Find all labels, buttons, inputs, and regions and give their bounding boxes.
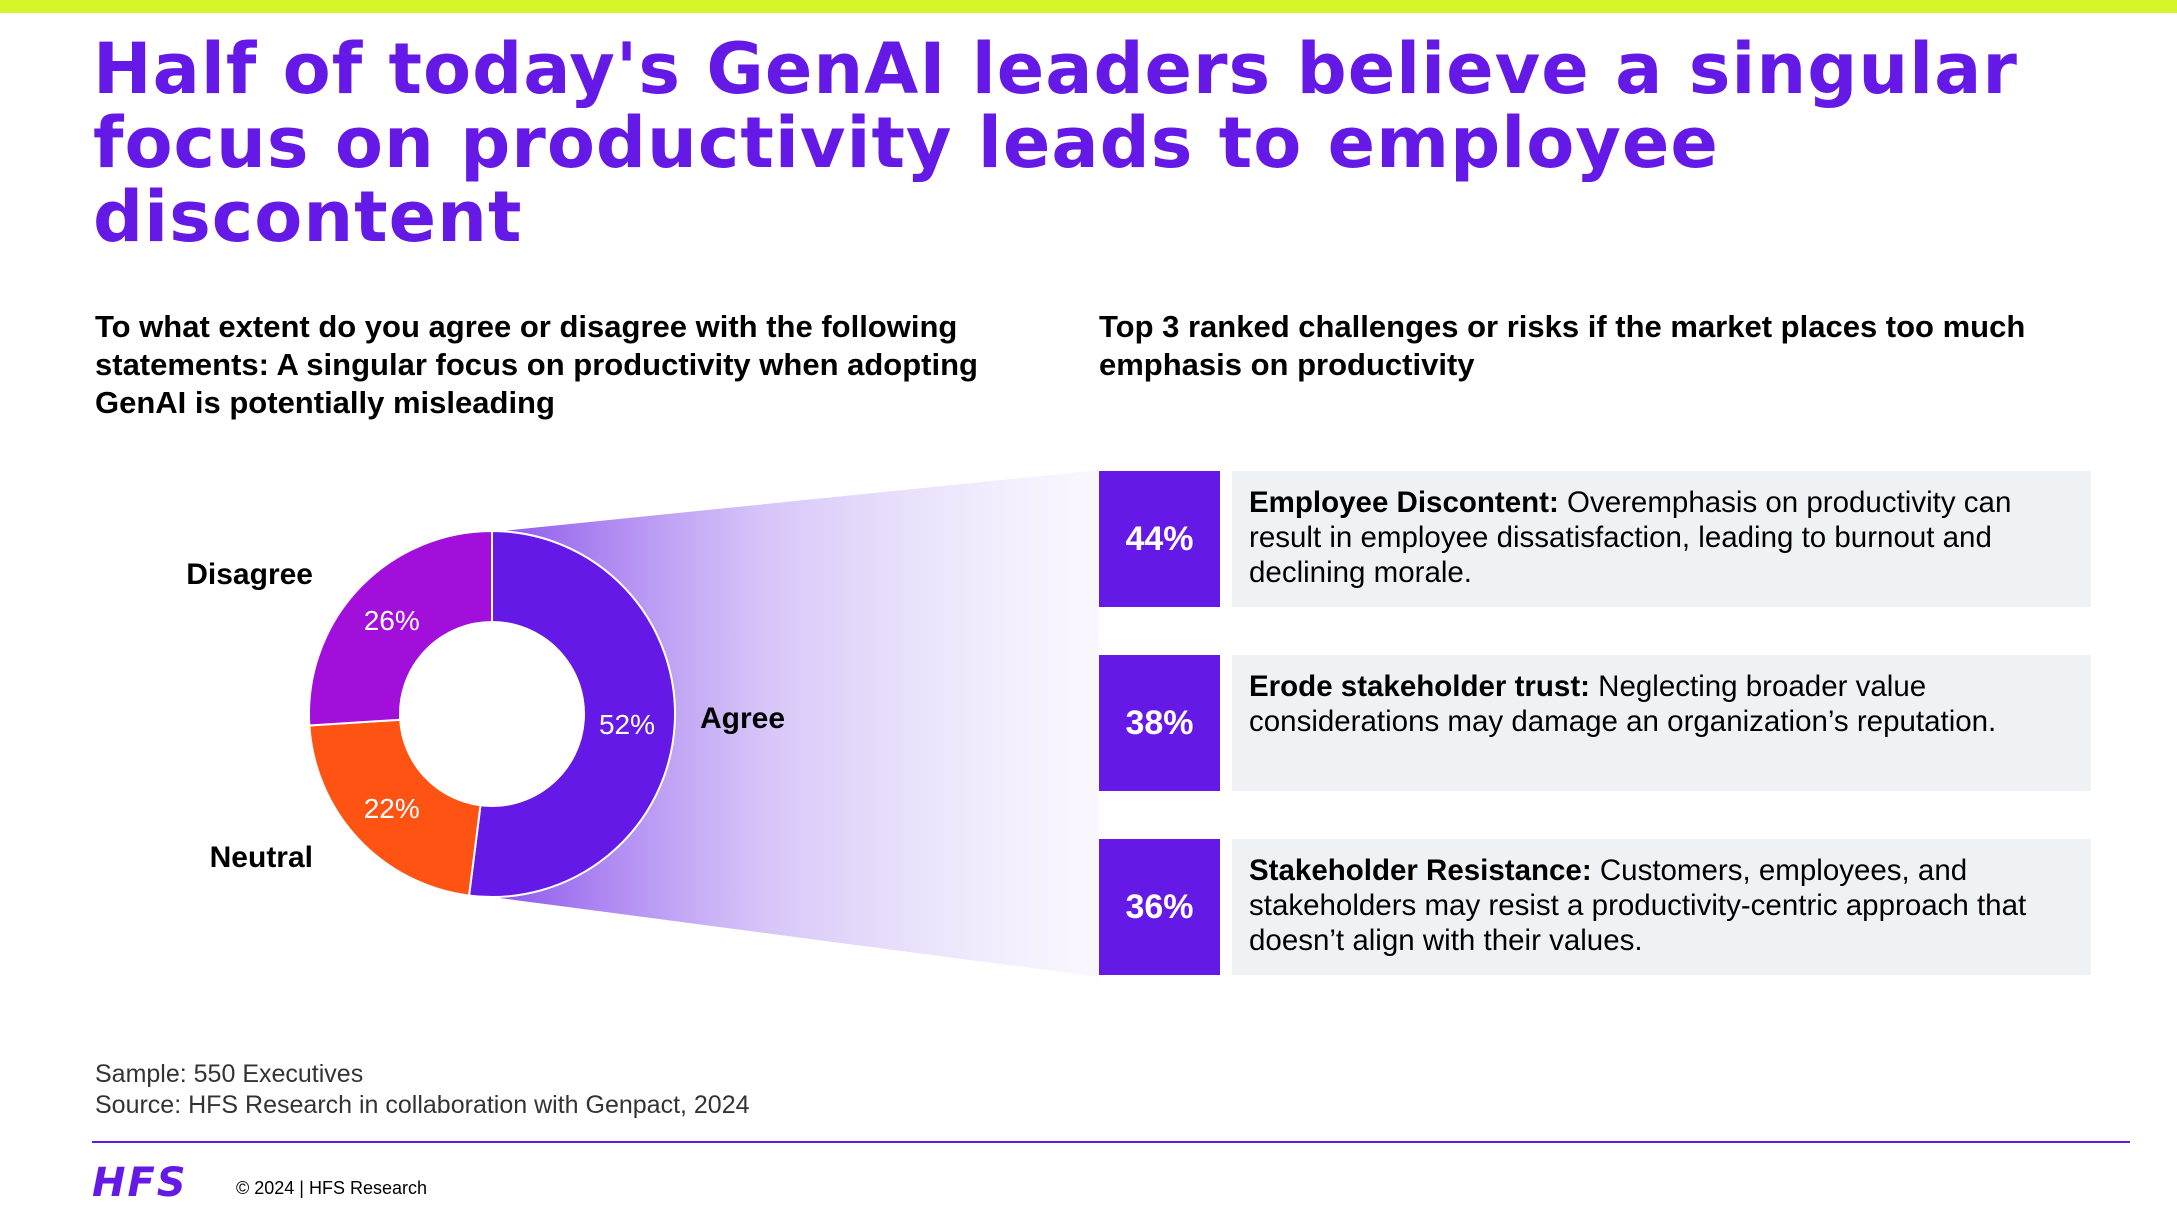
sample-note: Sample: 550 Executives bbox=[95, 1060, 364, 1088]
risk-description: Stakeholder Resistance: Customers, emplo… bbox=[1232, 839, 2091, 975]
donut-chart: 52% 22% 26% Disagree Neutral Agree bbox=[186, 470, 1099, 977]
risk-heading: Erode stakeholder trust: bbox=[1249, 670, 1590, 703]
risk-row-1: 44% Employee Discontent: Overemphasis on… bbox=[1099, 471, 2091, 607]
risk-percent: 36% bbox=[1099, 839, 1220, 975]
risk-row-3: 36% Stakeholder Resistance: Customers, e… bbox=[1099, 839, 2091, 975]
slice-value-label-disagree: 26% bbox=[364, 605, 420, 636]
slice-value-label-neutral: 22% bbox=[364, 793, 420, 824]
risk-row-2: 38% Erode stakeholder trust: Neglecting … bbox=[1099, 655, 2091, 791]
risk-heading: Stakeholder Resistance: bbox=[1249, 854, 1592, 887]
risk-description: Erode stakeholder trust: Neglecting broa… bbox=[1232, 655, 2091, 791]
risk-percent: 44% bbox=[1099, 471, 1220, 607]
source-note: Source: HFS Research in collaboration wi… bbox=[95, 1091, 750, 1119]
category-label-disagree: Disagree bbox=[186, 558, 313, 591]
risk-text: Customers, employees, and stakeholders m… bbox=[1249, 854, 2027, 957]
left-question: To what extent do you agree or disagree … bbox=[95, 309, 978, 420]
slice-value-label-agree: 52% bbox=[599, 709, 655, 740]
risk-text: Overemphasis on productivity can result … bbox=[1249, 486, 2012, 589]
category-label-neutral: Neutral bbox=[210, 841, 313, 874]
agree-fan bbox=[492, 470, 1099, 977]
donut-hole bbox=[400, 622, 584, 806]
risk-percent: 38% bbox=[1099, 655, 1220, 791]
copyright: © 2024 | HFS Research bbox=[236, 1178, 428, 1198]
hfs-logo: HFS bbox=[92, 1160, 188, 1206]
right-question: Top 3 ranked challenges or risks if the … bbox=[1099, 309, 2026, 382]
page-title: Half of today's GenAI leaders believe a … bbox=[93, 28, 2018, 258]
risk-heading: Employee Discontent: bbox=[1249, 486, 1559, 519]
category-label-agree: Agree bbox=[700, 702, 785, 735]
risk-text: Neglecting broader value considerations … bbox=[1249, 670, 1997, 738]
footer-divider bbox=[92, 1141, 2130, 1143]
risk-description: Employee Discontent: Overemphasis on pro… bbox=[1232, 471, 2091, 607]
top-accent-bar bbox=[0, 0, 2177, 13]
